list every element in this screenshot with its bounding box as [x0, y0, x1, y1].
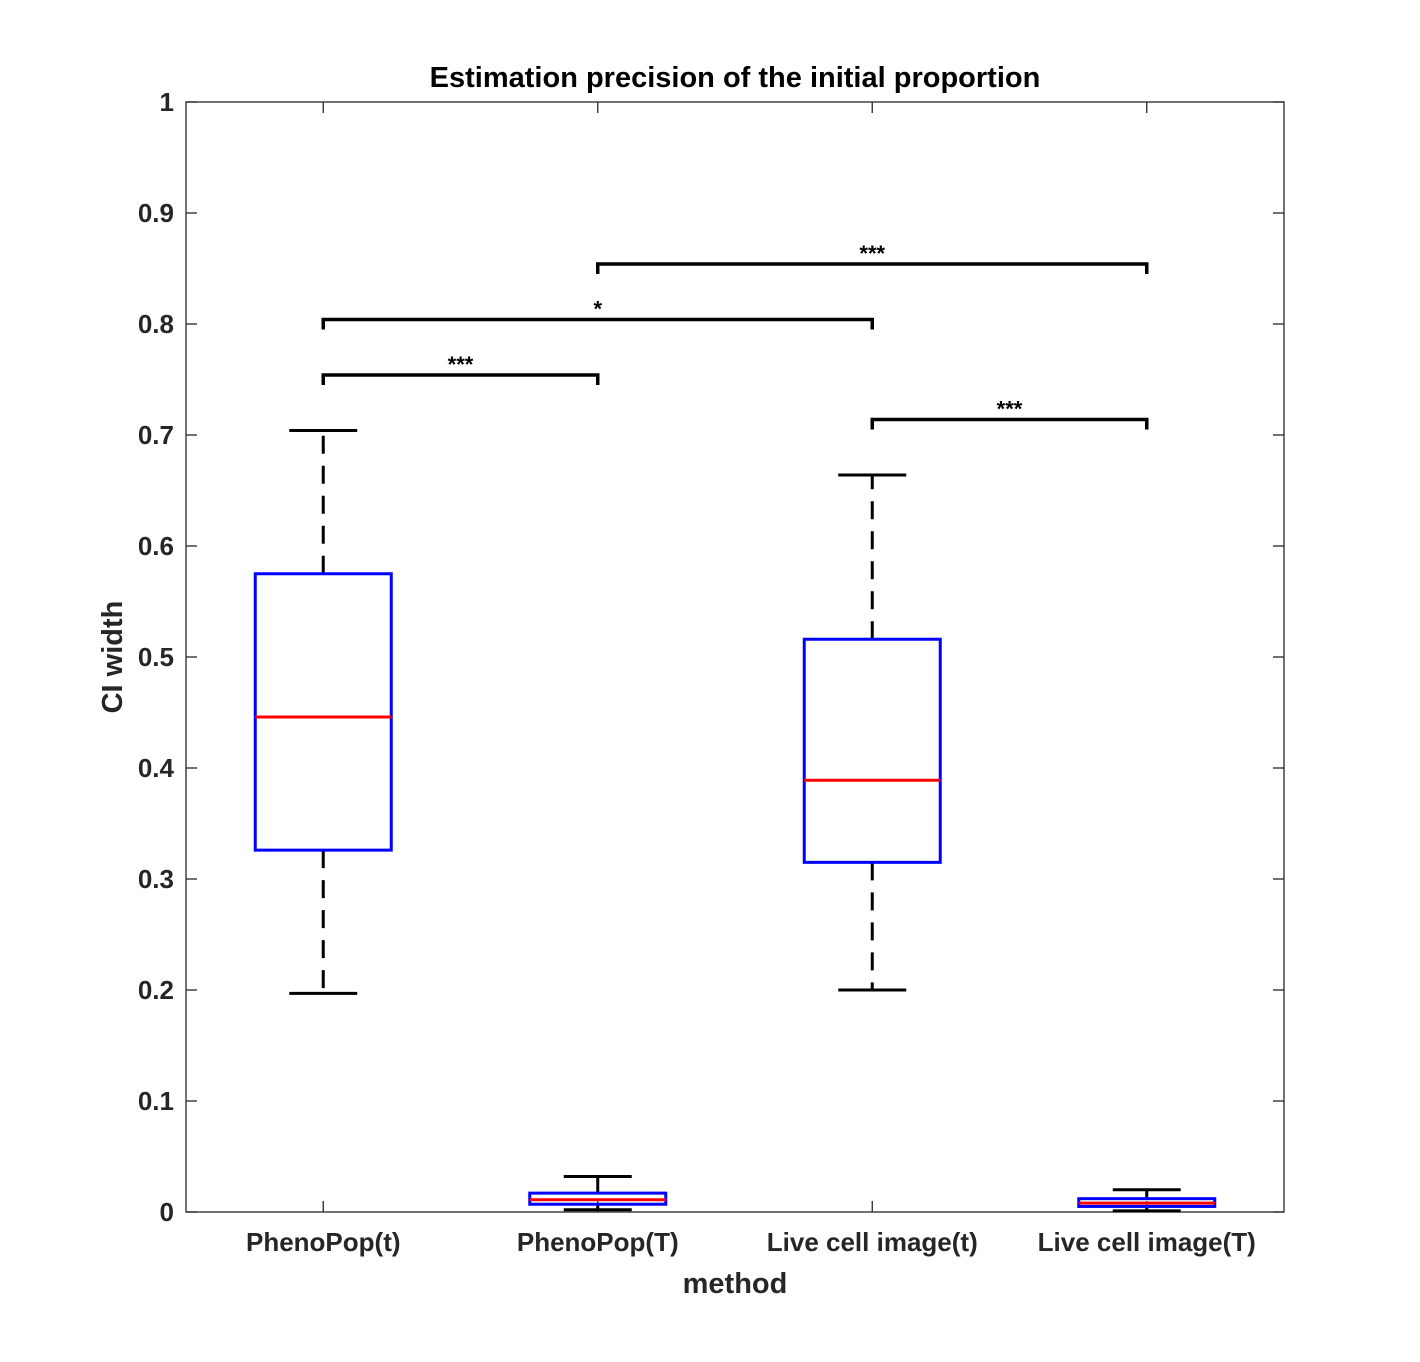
x-tick-label: PhenoPop(T)	[517, 1227, 679, 1257]
bracket-line	[870, 417, 1149, 430]
y-tick-label: 0.4	[138, 753, 175, 783]
box-group	[802, 473, 942, 992]
y-tick-label: 0	[160, 1197, 174, 1227]
x-tick-label: Live cell image(T)	[1038, 1227, 1256, 1257]
y-tick-label: 0.3	[138, 864, 174, 894]
y-axis: 0 0.1 0.2 0.3 0.4 0.5 0.6 0.7 0.8 0.9 1	[138, 87, 1284, 1227]
box-group	[1077, 1188, 1217, 1213]
box-group	[253, 429, 393, 995]
y-tick-label: 0.9	[138, 198, 174, 228]
x-tick-label: Live cell image(t)	[767, 1227, 978, 1257]
chart-title: Estimation precision of the initial prop…	[430, 62, 1041, 94]
significance-label: *	[593, 297, 602, 322]
significance-bracket: ***	[870, 396, 1149, 430]
iqr-box	[802, 637, 942, 864]
y-tick-label: 0.1	[138, 1086, 174, 1116]
significance-label: ***	[997, 396, 1023, 421]
y-tick-label: 0.7	[138, 420, 174, 450]
x-axis: PhenoPop(t) PhenoPop(T) Live cell image(t)…	[246, 102, 1256, 1257]
significance-bracket: *	[321, 297, 874, 330]
significance-bracket: ***	[321, 352, 600, 386]
significance-bracket: ***	[596, 241, 1149, 275]
y-axis-label: CI width	[97, 601, 129, 714]
plot-area	[185, 101, 1285, 1213]
y-tick-label: 0.2	[138, 975, 174, 1005]
significance-brackets: **********	[321, 241, 1149, 430]
y-tick-label: 1	[160, 87, 174, 117]
y-tick-label: 0.5	[138, 642, 174, 672]
box-group	[528, 1174, 668, 1212]
significance-label: ***	[448, 352, 474, 377]
bracket-line	[321, 317, 874, 330]
iqr-box	[253, 572, 393, 852]
boxes	[253, 429, 1217, 1213]
x-axis-label: method	[683, 1268, 788, 1300]
significance-label: ***	[859, 241, 885, 266]
bracket-line	[596, 262, 1149, 275]
bracket-line	[321, 373, 600, 386]
y-tick-label: 0.6	[138, 531, 174, 561]
y-tick-label: 0.8	[138, 309, 174, 339]
x-tick-label: PhenoPop(t)	[246, 1227, 401, 1257]
